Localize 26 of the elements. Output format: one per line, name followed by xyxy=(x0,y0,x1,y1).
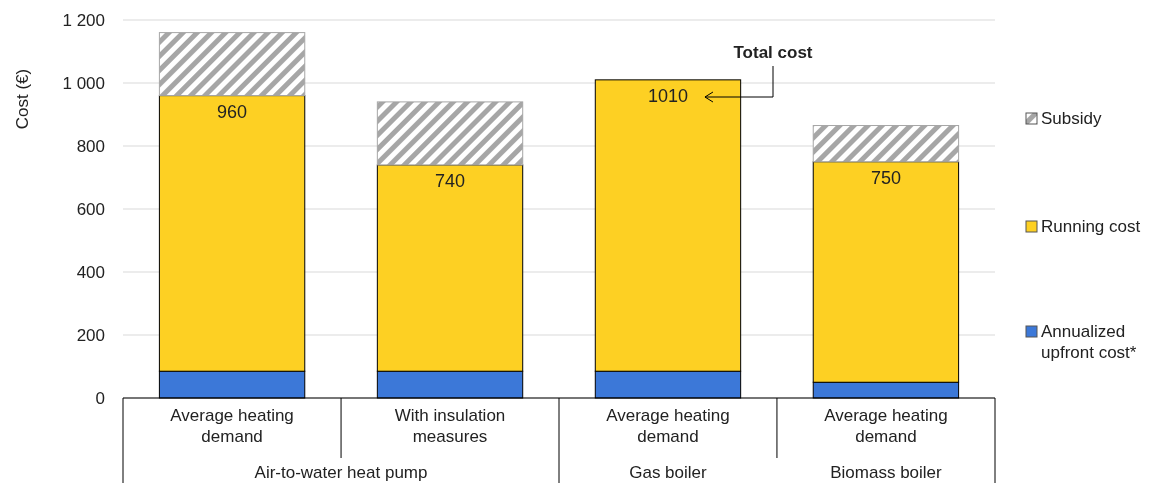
bar xyxy=(812,125,960,163)
text: Biomass boiler xyxy=(830,463,943,482)
bar xyxy=(376,101,524,166)
y-tick-label: 1 200 xyxy=(62,10,105,30)
annotation: 740 xyxy=(435,170,466,191)
text: Gas boiler xyxy=(629,463,708,482)
y-tick-label: 600 xyxy=(76,199,105,219)
legend-label: Annualized upfront cost* xyxy=(1041,322,1137,362)
annotation: 1010 xyxy=(647,85,688,106)
annotation: Total cost xyxy=(733,43,813,62)
y-tick-label: 400 xyxy=(76,262,105,282)
legend-label: Subsidy xyxy=(1041,109,1102,128)
y-axis-title: Cost (€) xyxy=(13,68,32,130)
y-tick-label: 1 000 xyxy=(62,73,105,93)
text: Air-to-water heat pump xyxy=(254,463,428,482)
y-tick-label: 800 xyxy=(76,136,105,156)
annotation: 960 xyxy=(217,101,248,122)
y-tick-label: 200 xyxy=(76,325,105,345)
annotation: 750 xyxy=(870,167,901,188)
y-tick-label: 0 xyxy=(95,388,105,408)
legend-label: Running cost xyxy=(1041,217,1141,236)
x-tick-label: Average heating demand xyxy=(170,406,294,446)
x-tick-label: With insulation measures xyxy=(394,406,506,446)
x-tick-label: Average heating demand xyxy=(606,406,730,446)
bar xyxy=(158,32,306,97)
x-tick-label: Average heating demand xyxy=(824,406,948,446)
